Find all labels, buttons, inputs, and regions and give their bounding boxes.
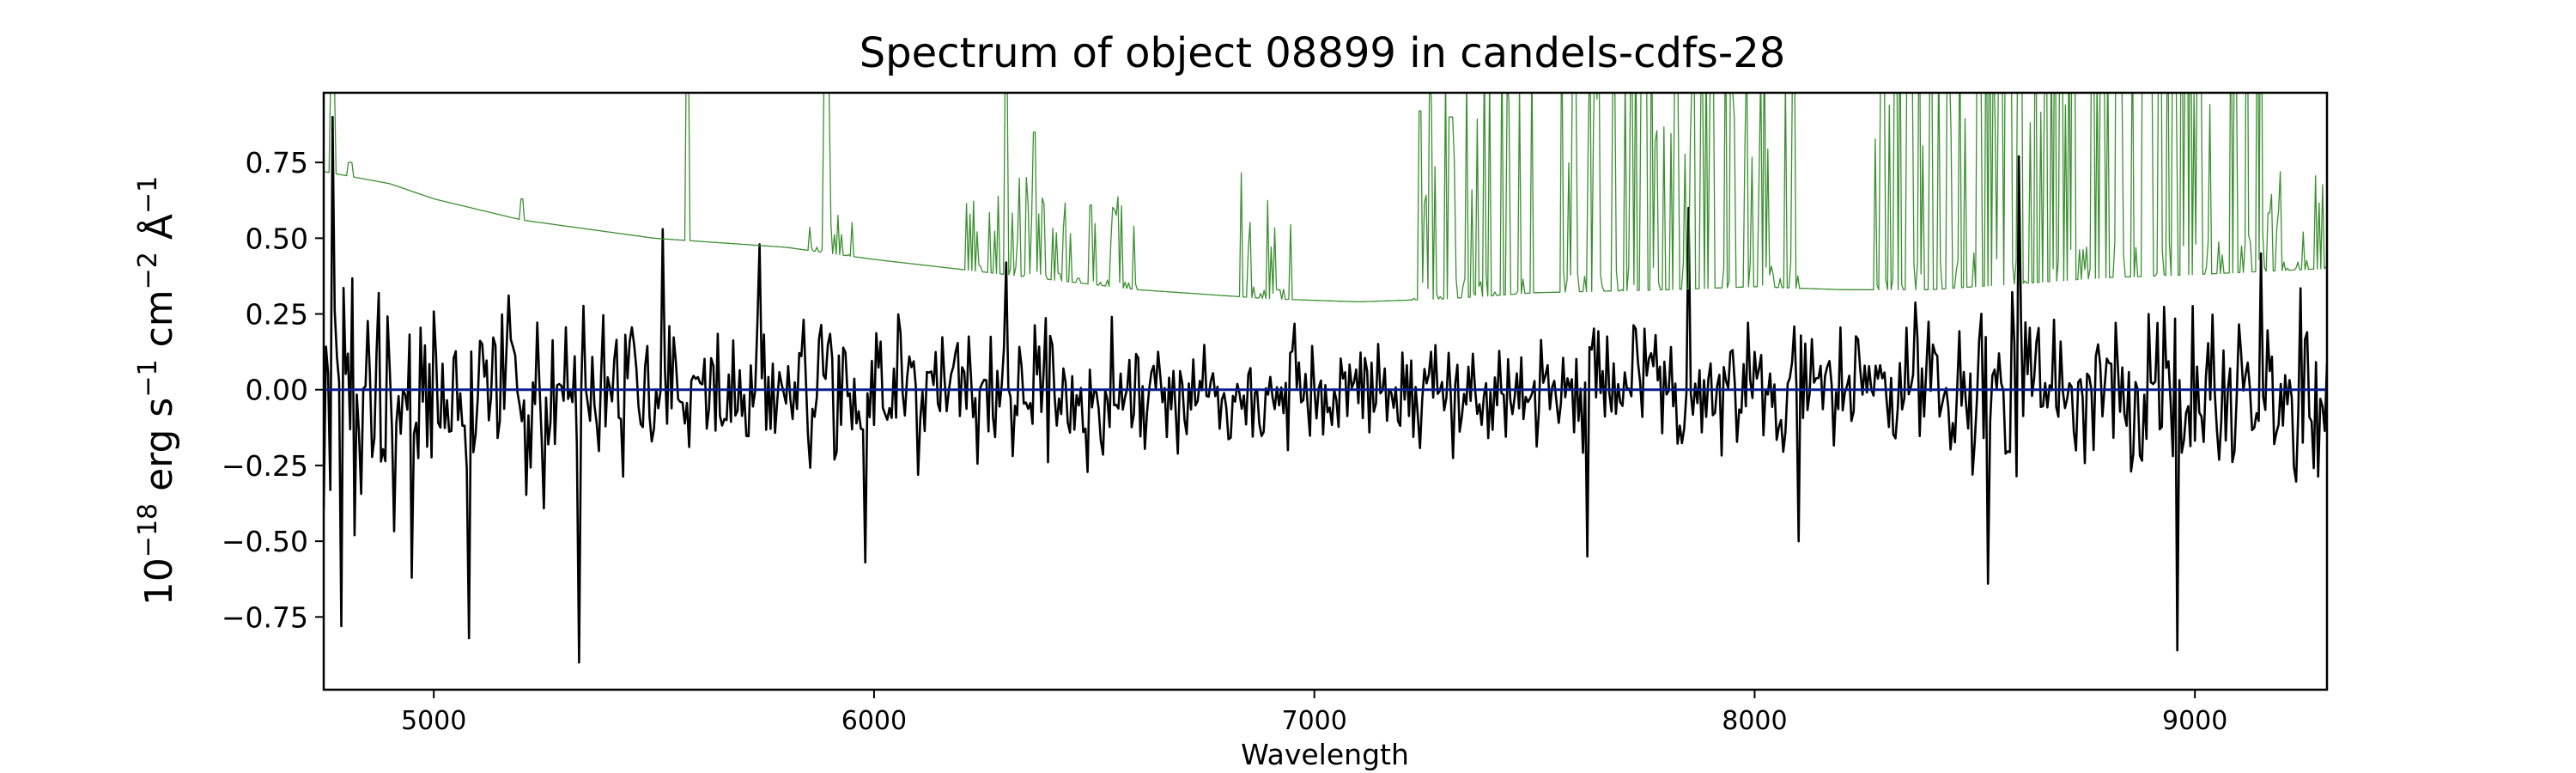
y-axis: 0.75 0.50 0.25 0.00 −0.25 −0.50 −0.75 [222,146,324,634]
x-tick-label: 6000 [841,706,907,736]
x-tick-label: 9000 [2162,706,2227,736]
x-tick-label: 8000 [1722,706,1787,736]
y-label-cm: cm [137,289,181,359]
y-tick-label: 0.75 [246,146,308,180]
x-axis: 5000 6000 7000 8000 9000 [401,690,2227,736]
y-label-base: 10 [137,557,181,606]
series-sky-line [324,93,2327,303]
chart-title: Spectrum of object 08899 in candels-cdfs… [860,29,1786,77]
y-label-erg: erg s [137,398,181,503]
y-tick-label: −0.25 [222,449,308,483]
y-tick-label: 0.50 [246,222,308,255]
series-flux-line [324,115,2327,664]
series-layer [324,93,2327,664]
y-tick-label: −0.75 [222,600,308,634]
x-tick-label: 7000 [1282,706,1347,736]
y-tick-label: 0.00 [246,374,308,407]
plot-frame [322,91,2329,691]
y-label-angstrom: Å [136,214,181,252]
y-label-exp-3: −2 [133,252,163,289]
y-label-exp-4: −1 [133,176,163,214]
y-label-exp-2: −1 [133,359,163,397]
y-tick-label: 0.25 [246,298,308,332]
y-axis-label: 10−18 erg s−1 cm−2 Å−1 [133,176,181,606]
y-label-exp-1: −18 [133,503,163,557]
x-axis-label: Wavelength [1241,738,1409,771]
x-tick-label: 5000 [401,706,466,736]
y-tick-label: −0.50 [222,525,308,558]
